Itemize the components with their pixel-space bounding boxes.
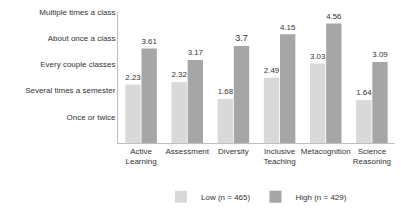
svg-text:Low (n = 465): Low (n = 465) (201, 193, 250, 202)
svg-text:3.7: 3.7 (235, 33, 248, 43)
svg-text:About once a class: About once a class (48, 34, 116, 43)
svg-text:Diversity: Diversity (218, 147, 249, 156)
svg-text:Metacognition: Metacognition (301, 147, 351, 156)
svg-text:Once or twice: Once or twice (66, 113, 115, 122)
svg-text:High (n = 429): High (n = 429) (295, 193, 346, 202)
svg-text:2.23: 2.23 (125, 73, 141, 82)
svg-text:2.49: 2.49 (264, 66, 279, 75)
svg-text:3.61: 3.61 (142, 37, 157, 46)
svg-text:Several times a semester: Several times a semester (25, 86, 116, 95)
svg-text:Multiple times a class: Multiple times a class (39, 8, 115, 17)
svg-text:Every couple classes: Every couple classes (40, 60, 115, 69)
svg-text:3.17: 3.17 (188, 48, 203, 57)
svg-text:ScienceReasoning: ScienceReasoning (353, 147, 391, 166)
svg-text:4.56: 4.56 (326, 12, 342, 21)
svg-text:4.15: 4.15 (280, 23, 296, 32)
svg-text:3.09: 3.09 (372, 50, 387, 59)
svg-text:3.03: 3.03 (310, 52, 326, 61)
svg-text:InclusiveTeaching: InclusiveTeaching (264, 147, 296, 166)
svg-text:2.32: 2.32 (172, 70, 187, 79)
svg-text:ActiveLearning: ActiveLearning (126, 147, 157, 166)
svg-text:1.64: 1.64 (356, 88, 372, 97)
svg-text:Assessment: Assessment (165, 147, 209, 156)
svg-text:1.68: 1.68 (218, 87, 234, 96)
